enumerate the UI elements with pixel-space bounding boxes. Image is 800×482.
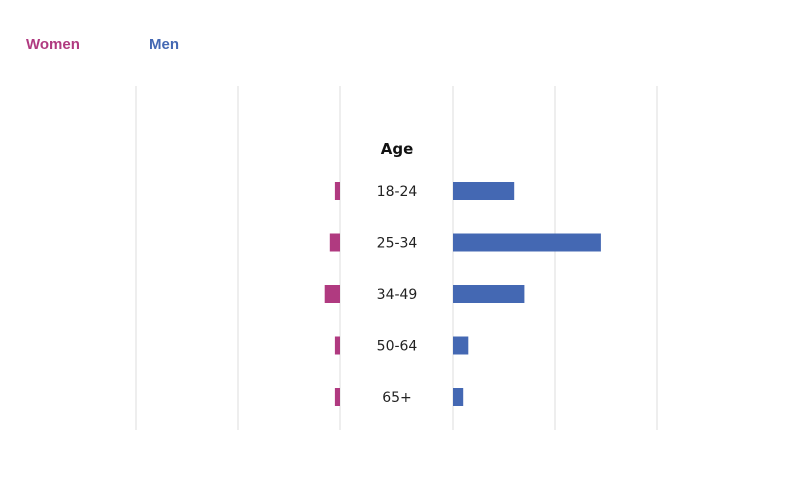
men-bar-25-34 — [453, 233, 601, 252]
category-label: 50-64 — [377, 339, 418, 355]
category-axis-title: Age — [381, 140, 414, 158]
women-bars — [324, 182, 340, 406]
category-label: 34-49 — [377, 287, 418, 303]
category-label: 18-24 — [377, 184, 418, 200]
category-label: 25-34 — [377, 236, 418, 252]
category-labels: 18-24 25-34 34-49 50-64 65+ — [377, 184, 418, 406]
women-bar-34-49 — [324, 285, 340, 303]
legend-women: Women — [26, 36, 80, 53]
men-bar-18-24 — [453, 182, 515, 200]
women-bar-65+ — [334, 388, 340, 406]
men-bars — [453, 182, 601, 406]
men-bar-34-49 — [453, 285, 525, 303]
legend-men: Men — [149, 36, 179, 53]
women-bar-50-64 — [334, 336, 340, 355]
women-bar-18-24 — [334, 182, 340, 200]
men-bar-50-64 — [453, 336, 469, 355]
men-bar-65+ — [453, 388, 464, 406]
category-label: 65+ — [382, 390, 412, 406]
gridlines — [135, 86, 658, 430]
women-bar-25-34 — [329, 233, 340, 252]
